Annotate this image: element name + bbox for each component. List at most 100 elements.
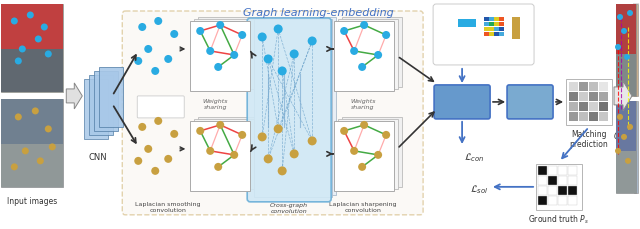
Bar [569,102,578,112]
Bar [258,18,336,195]
Bar [538,176,547,185]
Bar [616,55,636,96]
Bar [1,144,63,187]
Polygon shape [614,82,632,112]
Bar [89,76,113,135]
Bar [538,196,547,205]
Circle shape [170,130,178,138]
Circle shape [15,58,22,65]
Text: exp: exp [443,18,460,27]
Circle shape [134,58,142,66]
Bar [1,5,63,50]
Bar [558,186,567,195]
Circle shape [360,22,368,30]
Circle shape [627,11,633,17]
Bar [334,22,394,92]
Circle shape [358,163,366,171]
Circle shape [258,133,267,142]
Bar [99,68,124,127]
Bar [568,166,577,175]
Bar [569,93,578,101]
FancyBboxPatch shape [247,19,331,202]
Circle shape [19,46,26,53]
Circle shape [214,64,222,72]
Circle shape [258,33,267,42]
Bar [589,102,598,112]
Bar [84,80,108,139]
Circle shape [308,137,317,146]
Bar [634,5,638,96]
Bar [569,83,578,92]
Circle shape [230,52,238,60]
Circle shape [624,55,630,61]
Bar [489,33,493,37]
Circle shape [627,124,633,130]
Bar [616,151,636,193]
Bar [599,102,608,112]
Circle shape [374,52,382,60]
Bar [194,119,254,189]
Circle shape [138,123,147,131]
Circle shape [196,127,204,135]
Circle shape [278,67,287,76]
Bar [334,121,394,191]
Bar [484,23,488,27]
Bar [512,18,520,40]
Circle shape [164,155,172,163]
Bar [589,93,598,101]
Circle shape [350,48,358,56]
Bar [1,50,63,93]
Circle shape [340,127,348,135]
FancyBboxPatch shape [122,12,423,215]
Bar [599,83,608,92]
Text: Cross-graph
convolution: Cross-graph convolution [270,202,308,213]
Circle shape [15,114,22,121]
Circle shape [35,36,42,43]
Circle shape [144,46,152,54]
Text: Laplacian smoothing
convolution: Laplacian smoothing convolution [136,201,201,212]
Circle shape [615,45,621,51]
Bar [599,93,608,101]
Bar [494,18,499,22]
Circle shape [151,68,159,76]
Bar [1,99,63,187]
Bar [194,20,254,90]
Circle shape [45,126,52,133]
Circle shape [11,18,18,25]
FancyBboxPatch shape [433,5,534,66]
Bar [589,83,598,92]
Circle shape [230,151,238,159]
Bar [484,33,488,37]
Circle shape [274,25,283,34]
Circle shape [264,155,273,164]
Circle shape [290,50,299,59]
Text: CNN: CNN [89,152,108,161]
Circle shape [37,158,44,165]
Circle shape [196,28,204,36]
Bar [499,33,504,37]
Circle shape [144,145,152,153]
Bar [616,5,636,96]
Circle shape [350,147,358,155]
Bar [579,83,588,92]
Circle shape [621,134,627,140]
Bar [634,101,638,193]
FancyBboxPatch shape [507,86,553,119]
Circle shape [360,121,368,129]
Text: Graph
learning: Graph learning [147,101,176,114]
Bar [566,80,612,125]
Circle shape [625,158,631,164]
Bar [634,5,638,96]
Circle shape [615,148,621,154]
Bar [1,5,63,93]
Circle shape [27,12,34,19]
Bar [558,166,567,175]
Bar [568,176,577,185]
Circle shape [617,15,623,21]
Circle shape [274,125,283,134]
Circle shape [278,167,287,176]
Bar [190,22,250,92]
Circle shape [216,22,224,30]
Bar [494,28,499,32]
Bar [489,18,493,22]
